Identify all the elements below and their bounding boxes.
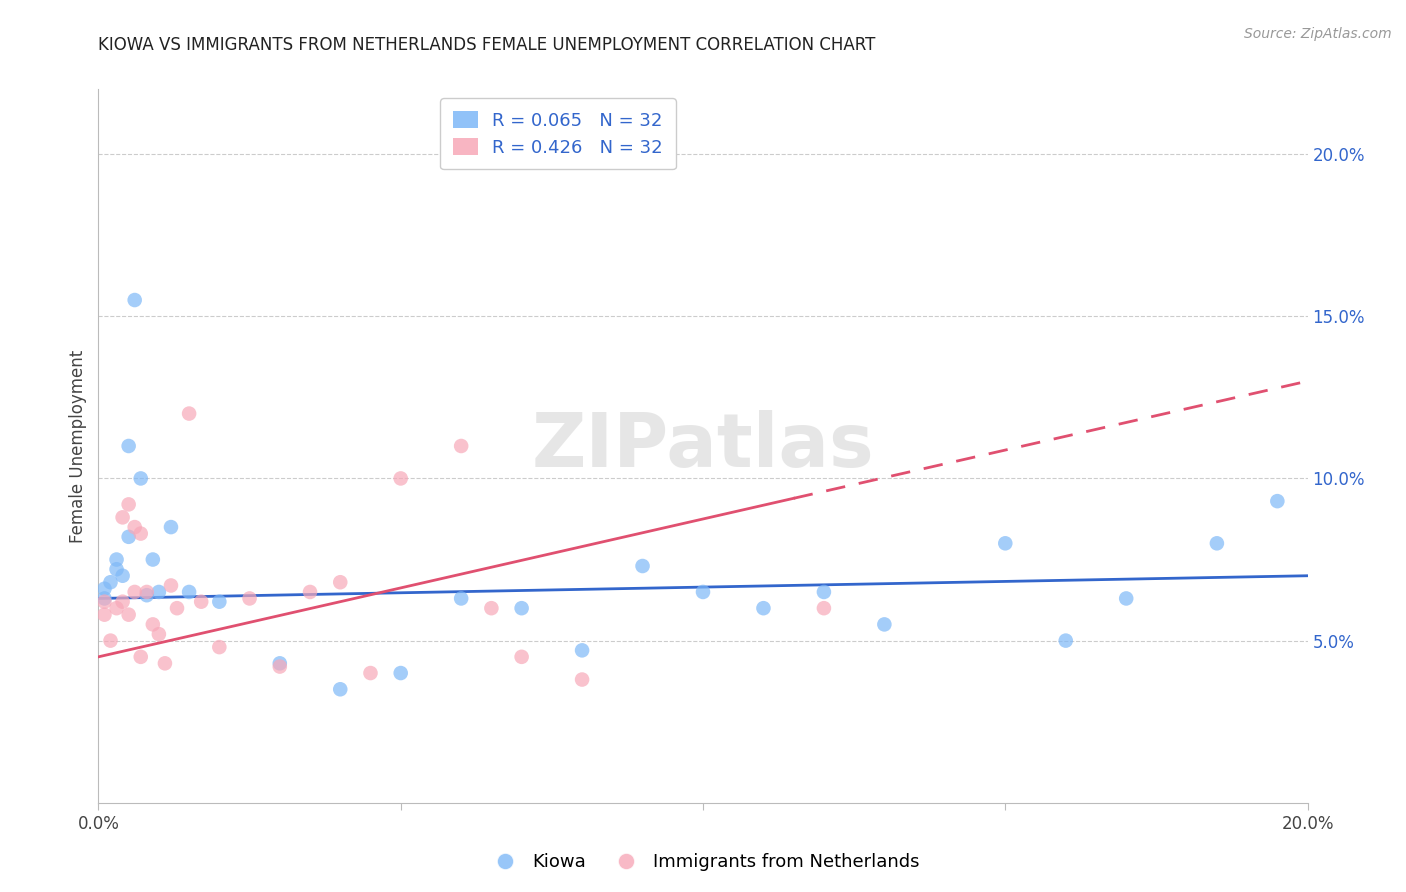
Point xyxy=(481,601,503,615)
Point xyxy=(1054,633,1077,648)
Point xyxy=(160,578,183,592)
Point xyxy=(118,439,141,453)
Point xyxy=(692,585,714,599)
Point xyxy=(510,601,533,615)
Point xyxy=(129,526,152,541)
Point xyxy=(179,407,201,421)
Point xyxy=(111,568,134,582)
Point xyxy=(118,497,141,511)
Point xyxy=(148,585,170,599)
Point xyxy=(752,601,775,615)
Point xyxy=(135,588,157,602)
Point xyxy=(93,595,115,609)
Point xyxy=(118,530,141,544)
Point xyxy=(153,657,176,671)
Point xyxy=(450,591,472,606)
Point xyxy=(571,643,593,657)
Point xyxy=(129,471,152,485)
Point xyxy=(329,575,352,590)
Point xyxy=(100,575,122,590)
Point xyxy=(190,595,212,609)
Point xyxy=(208,640,231,654)
Point xyxy=(299,585,322,599)
Point xyxy=(179,585,201,599)
Point xyxy=(100,633,122,648)
Point xyxy=(124,585,146,599)
Point xyxy=(111,510,134,524)
Point xyxy=(994,536,1017,550)
Point xyxy=(389,471,412,485)
Legend: Kiowa, Immigrants from Netherlands: Kiowa, Immigrants from Netherlands xyxy=(479,847,927,879)
Point xyxy=(105,552,128,566)
Point xyxy=(142,617,165,632)
Point xyxy=(124,520,146,534)
Point xyxy=(329,682,352,697)
Point xyxy=(142,552,165,566)
Point xyxy=(105,562,128,576)
Point xyxy=(813,585,835,599)
Point xyxy=(360,666,382,681)
Point xyxy=(1206,536,1229,550)
Point xyxy=(166,601,188,615)
Point xyxy=(93,582,115,596)
Point xyxy=(208,595,231,609)
Legend: R = 0.065   N = 32, R = 0.426   N = 32: R = 0.065 N = 32, R = 0.426 N = 32 xyxy=(440,98,676,169)
Point xyxy=(93,607,115,622)
Y-axis label: Female Unemployment: Female Unemployment xyxy=(69,350,87,542)
Point xyxy=(813,601,835,615)
Point xyxy=(105,601,128,615)
Point xyxy=(239,591,262,606)
Text: KIOWA VS IMMIGRANTS FROM NETHERLANDS FEMALE UNEMPLOYMENT CORRELATION CHART: KIOWA VS IMMIGRANTS FROM NETHERLANDS FEM… xyxy=(98,36,876,54)
Point xyxy=(129,649,152,664)
Text: Source: ZipAtlas.com: Source: ZipAtlas.com xyxy=(1244,27,1392,41)
Point xyxy=(450,439,472,453)
Point xyxy=(873,617,896,632)
Point xyxy=(510,649,533,664)
Point xyxy=(111,595,134,609)
Point xyxy=(269,657,291,671)
Point xyxy=(135,585,157,599)
Point xyxy=(93,591,115,606)
Point xyxy=(1115,591,1137,606)
Point xyxy=(118,607,141,622)
Point xyxy=(1267,494,1289,508)
Point xyxy=(269,659,291,673)
Point xyxy=(389,666,412,681)
Point xyxy=(124,293,146,307)
Text: ZIPatlas: ZIPatlas xyxy=(531,409,875,483)
Point xyxy=(160,520,183,534)
Point xyxy=(631,559,654,574)
Point xyxy=(148,627,170,641)
Point xyxy=(571,673,593,687)
